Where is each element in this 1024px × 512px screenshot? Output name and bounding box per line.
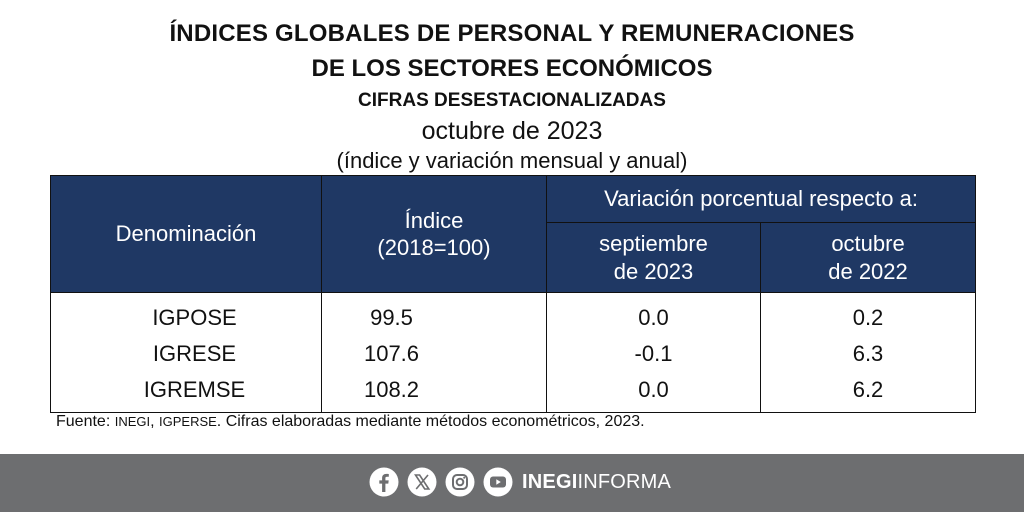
row-var-year: 0.2 — [759, 292, 977, 335]
row-var-year: 6.3 — [759, 334, 977, 373]
header-variacion: Variación porcentual respecto a: — [545, 175, 977, 223]
header-sep-line-1: septiembre — [599, 231, 708, 256]
source-note: Fuente: INEGI, IGPERSE. Cifras elaborada… — [56, 413, 645, 431]
row-var-month: 0.0 — [546, 292, 761, 335]
header-septiembre: septiembre de 2023 — [546, 222, 761, 293]
period: octubre de 2023 — [421, 117, 603, 145]
row-name: IGREMSE — [50, 372, 322, 413]
inegi-informa-logo[interactable]: INEGIINFORMA — [522, 471, 671, 494]
row-index: 108.2 — [321, 372, 547, 413]
row-name: IGPOSE — [50, 292, 322, 335]
table-row: IGPOSE 99.5 0.0 0.2 — [50, 292, 977, 335]
title-line-2: DE LOS SECTORES ECONÓMICOS — [311, 55, 713, 82]
header-octubre: octubre de 2022 — [759, 222, 977, 293]
title-line-1: ÍNDICES GLOBALES DE PERSONAL Y REMUNERAC… — [169, 20, 855, 47]
subtitle: CIFRAS DESESTACIONALIZADAS — [358, 90, 666, 111]
youtube-icon[interactable] — [483, 467, 513, 497]
data-table: Denominación Índice (2018=100) Variación… — [50, 175, 977, 413]
source-igperse: IGPERSE — [159, 414, 217, 429]
header-indice: Índice (2018=100) — [321, 175, 547, 293]
note: (índice y variación mensual y anual) — [336, 148, 688, 173]
x-icon[interactable] — [407, 467, 437, 497]
brand-rest: INFORMA — [577, 471, 672, 493]
brand-bold: INEGI — [522, 471, 578, 493]
header-denominacion: Denominación — [50, 175, 322, 293]
row-var-month: -0.1 — [546, 334, 761, 373]
source-sep: , — [150, 413, 159, 430]
facebook-icon[interactable] — [369, 467, 399, 497]
footer-bar: INEGIINFORMA — [0, 454, 1024, 512]
header-oct-line-1: octubre — [831, 231, 905, 256]
header-indice-line-2: (2018=100) — [377, 235, 491, 260]
row-var-year: 6.2 — [759, 372, 977, 413]
row-index: 107.6 — [321, 334, 547, 373]
table-row: IGREMSE 108.2 0.0 6.2 — [50, 372, 977, 413]
header-sep-line-2: de 2023 — [613, 258, 694, 284]
row-name: IGRESE — [50, 334, 322, 373]
instagram-icon[interactable] — [445, 467, 475, 497]
row-var-month: 0.0 — [546, 372, 761, 413]
source-inegi: INEGI — [114, 414, 151, 429]
row-index: 99.5 — [321, 292, 547, 335]
header-oct-line-2: de 2022 — [828, 258, 908, 284]
source-prefix: Fuente: — [56, 413, 115, 430]
header-indice-line-1: Índice — [404, 207, 464, 233]
table-row: IGRESE 107.6 -0.1 6.3 — [50, 334, 977, 373]
source-rest: . Cifras elaboradas mediante métodos eco… — [216, 413, 645, 430]
